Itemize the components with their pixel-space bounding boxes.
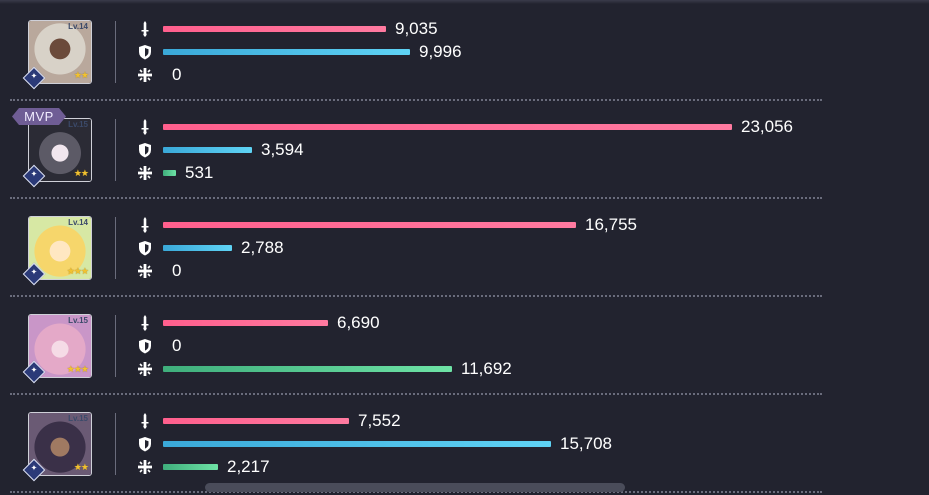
level-label: Lv.15 [68,316,88,325]
tanking-value: 9,996 [419,42,462,61]
star-rating: ★★ [73,168,89,178]
divider-line [115,315,116,377]
sword-icon [136,118,154,136]
healing-value: 0 [172,65,182,84]
top-edge [0,0,929,4]
damage-bar [163,320,328,326]
shield-icon [136,43,154,61]
damage-value: 9,035 [395,19,438,38]
character-row: Lv.14 ★★ ✦ 9,035 9,996 0 [0,3,929,101]
damage-bar [163,26,386,32]
shield-icon [136,141,154,159]
damage-bar [163,418,349,424]
damage-value: 6,690 [337,313,380,332]
sword-icon [136,314,154,332]
row-separator [10,99,822,101]
character-row: Lv.15 ★★ ✦ MVP 23,056 3,594 531 [0,101,929,199]
damage-bar [163,222,576,228]
level-label: Lv.14 [68,22,88,31]
tanking-bar [163,245,232,251]
tanking-value: 3,594 [261,140,304,159]
tanking-value: 0 [172,336,182,355]
row-separator [10,197,822,199]
star-rating: ★★★ [66,364,89,374]
tanking-value: 2,788 [241,238,284,257]
star-rating: ★★ [73,70,89,80]
healing-value: 531 [185,163,214,182]
level-label: Lv.15 [68,414,88,423]
healing-bar [163,366,452,372]
sword-icon [136,216,154,234]
level-label: Lv.15 [68,120,88,129]
divider-line [115,21,116,83]
damage-value: 7,552 [358,411,401,430]
divider-line [115,119,116,181]
tanking-bar [163,49,410,55]
heal-cross-icon [136,360,154,378]
tanking-bar [163,441,551,447]
shield-icon [136,337,154,355]
heal-cross-icon [136,262,154,280]
heal-cross-icon [136,66,154,84]
divider-line [115,217,116,279]
character-row: Lv.14 ★★★ ✦ 16,755 2,788 0 [0,199,929,297]
sword-icon [136,20,154,38]
shield-icon [136,435,154,453]
character-row: Lv.15 ★★★ ✦ 6,690 0 11,692 [0,297,929,395]
healing-value: 0 [172,261,182,280]
heal-cross-icon [136,458,154,476]
shield-icon [136,239,154,257]
tanking-bar [163,147,252,153]
row-separator [10,491,822,493]
damage-value: 16,755 [585,215,637,234]
row-separator [10,295,822,297]
healing-bar [163,464,218,470]
row-separator [10,393,822,395]
character-row: Lv.15 ★★ ✦ 7,552 15,708 2,217 [0,395,929,493]
damage-value: 23,056 [741,117,793,136]
sword-icon [136,412,154,430]
divider-line [115,413,116,475]
healing-bar [163,170,176,176]
mvp-badge: MVP [12,108,66,125]
tanking-value: 15,708 [560,434,612,453]
healing-value: 2,217 [227,457,270,476]
level-label: Lv.14 [68,218,88,227]
healing-value: 11,692 [461,359,512,378]
damage-bar [163,124,732,130]
star-rating: ★★ [73,462,89,472]
star-rating: ★★★ [66,266,89,276]
heal-cross-icon [136,164,154,182]
horizontal-scrollbar[interactable] [205,483,625,492]
